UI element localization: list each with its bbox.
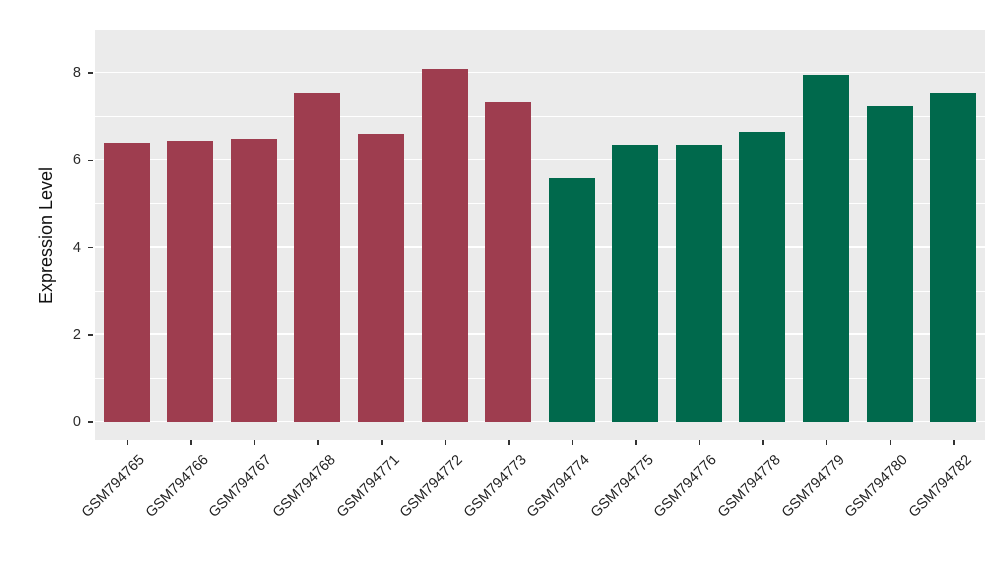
gridline-minor	[95, 290, 985, 292]
x-tick-cell: GSM794780	[842, 440, 913, 575]
bar	[548, 177, 595, 422]
gridline-major	[95, 420, 985, 422]
x-tick-label: GSM794768	[269, 452, 339, 521]
x-tick-label: GSM794775	[587, 452, 657, 521]
x-tick-mark	[635, 440, 637, 445]
x-tick-label: GSM794780	[841, 452, 911, 521]
x-tick-cell: GSM794767	[206, 440, 277, 575]
y-tick-mark	[88, 159, 93, 162]
gridline-minor	[95, 203, 985, 204]
y-tick-mark	[88, 421, 93, 423]
gridline-major	[95, 333, 985, 335]
x-tick-mark	[444, 440, 447, 445]
x-tick-mark	[381, 440, 383, 445]
y-tick-label: 0	[72, 414, 81, 430]
x-tick-label: GSM794765	[79, 452, 149, 521]
x-tick-mark	[126, 440, 129, 445]
bar	[294, 92, 341, 422]
y-tick-label: 8	[72, 65, 81, 82]
x-tick-label: GSM794773	[460, 452, 530, 521]
x-tick-cell: GSM794782	[906, 440, 976, 575]
x-tick-mark	[508, 440, 510, 445]
x-tick-label: GSM794772	[397, 452, 466, 521]
bar	[103, 142, 150, 422]
gridline-major	[95, 158, 985, 161]
x-tick-mark	[571, 440, 574, 445]
y-tick-label: 2	[72, 326, 81, 343]
gridline-major	[95, 71, 985, 74]
bars-container	[95, 30, 985, 422]
bar	[802, 75, 849, 422]
plot-panel	[95, 30, 985, 440]
x-tick-label: GSM794778	[714, 452, 784, 521]
x-tick-mark	[825, 440, 828, 445]
x-tick-mark	[953, 440, 955, 445]
bar	[485, 101, 532, 422]
x-tick-label: GSM794774	[524, 452, 594, 521]
x-tick-cell: GSM794779	[778, 440, 849, 575]
x-tick-mark	[253, 440, 256, 445]
x-tick-label: GSM794782	[905, 452, 975, 521]
x-tick-mark	[190, 440, 192, 445]
x-tick-cell: GSM794772	[397, 440, 468, 575]
x-tick-cell: GSM794766	[143, 440, 213, 575]
y-axis: 0 2 4 6 8	[0, 30, 95, 440]
y-tick-mark	[88, 246, 93, 249]
gridline-minor	[95, 116, 985, 117]
bar	[421, 68, 468, 422]
bar	[675, 145, 722, 422]
x-tick-cell: GSM794778	[715, 440, 785, 575]
y-tick-label: 4	[72, 239, 81, 256]
y-tick-mark	[88, 334, 93, 336]
x-tick-mark	[317, 440, 319, 445]
bar	[866, 105, 913, 422]
x-tick-mark	[889, 440, 892, 445]
x-tick-cell: GSM794775	[588, 440, 658, 575]
x-tick-cell: GSM794773	[461, 440, 531, 575]
bar	[230, 138, 277, 422]
x-tick-label: GSM794766	[142, 452, 212, 521]
x-tick-label: GSM794767	[206, 452, 276, 521]
gridline-minor	[95, 377, 985, 379]
x-tick-mark	[698, 440, 701, 445]
bar	[167, 140, 214, 422]
x-tick-cell: GSM794768	[270, 440, 340, 575]
x-tick-cell: GSM794776	[651, 440, 722, 575]
x-tick-label: GSM794779	[778, 452, 848, 521]
x-tick-mark	[762, 440, 764, 445]
x-axis: GSM794765 GSM794766 GSM794767 GSM794768 GSM7…	[79, 440, 985, 575]
x-tick-cell: GSM794765	[79, 440, 150, 575]
y-tick-label: 6	[72, 152, 81, 169]
x-tick-cell: GSM794771	[333, 440, 404, 575]
x-tick-cell: GSM794774	[524, 440, 595, 575]
gridline-major	[95, 246, 985, 248]
bar	[930, 92, 977, 422]
bar	[358, 134, 405, 422]
x-tick-label: GSM794771	[333, 452, 403, 521]
x-tick-label: GSM794776	[651, 452, 721, 521]
bar	[612, 145, 659, 422]
y-tick-mark	[88, 72, 93, 74]
bar	[739, 132, 786, 422]
